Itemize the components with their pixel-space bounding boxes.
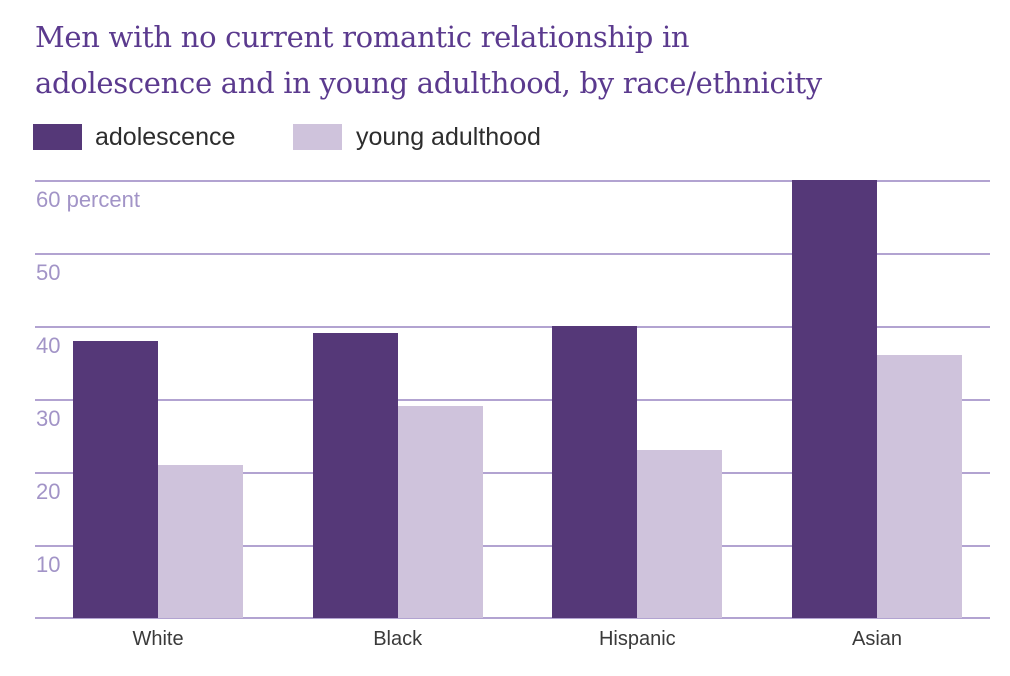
y-tick-label: 40 bbox=[36, 333, 61, 358]
bar-white-young-adulthood bbox=[158, 464, 243, 618]
y-tick-label: 10 bbox=[36, 552, 61, 577]
x-category-label: Hispanic bbox=[598, 628, 676, 650]
gridline bbox=[35, 399, 990, 401]
y-tick-label: 20 bbox=[36, 479, 61, 504]
bar-asian-adolescence bbox=[792, 180, 877, 618]
bar-asian-young-adulthood bbox=[877, 355, 962, 618]
legend-label-young-adulthood: young adulthood bbox=[356, 123, 541, 151]
gridline bbox=[35, 545, 990, 547]
x-category-label: White bbox=[132, 628, 184, 650]
gridline bbox=[35, 326, 990, 328]
legend-swatch-adolescence bbox=[33, 124, 82, 150]
chart-title-line2: adolescence and in young adulthood, by r… bbox=[35, 66, 822, 100]
chart-title-line1: Men with no current romantic relationshi… bbox=[35, 20, 690, 54]
bar-black-adolescence bbox=[312, 333, 398, 618]
bar-black-young-adulthood bbox=[397, 406, 483, 618]
bar-hispanic-young-adulthood bbox=[637, 450, 723, 618]
gridline bbox=[35, 180, 990, 182]
chart-title: Men with no current romantic relationshi… bbox=[35, 14, 995, 106]
gridline bbox=[35, 253, 990, 255]
legend: adolescence young adulthood bbox=[33, 123, 673, 151]
gridline bbox=[35, 472, 990, 474]
x-axis-baseline bbox=[35, 617, 990, 619]
legend-swatch-young-adulthood bbox=[293, 124, 342, 150]
legend-label-adolescence: adolescence bbox=[95, 123, 236, 151]
x-category-label: Black bbox=[373, 628, 423, 650]
x-category-label: Asian bbox=[851, 628, 903, 650]
bar-white-adolescence bbox=[73, 340, 158, 618]
plot-area: 60 percent 50 40 30 20 10 White Black Hispanic As… bbox=[35, 180, 990, 650]
y-tick-label: 60 percent bbox=[36, 187, 140, 212]
y-tick-label: 30 bbox=[36, 406, 61, 431]
bar-hispanic-adolescence bbox=[552, 326, 638, 618]
y-tick-label: 50 bbox=[36, 260, 61, 285]
